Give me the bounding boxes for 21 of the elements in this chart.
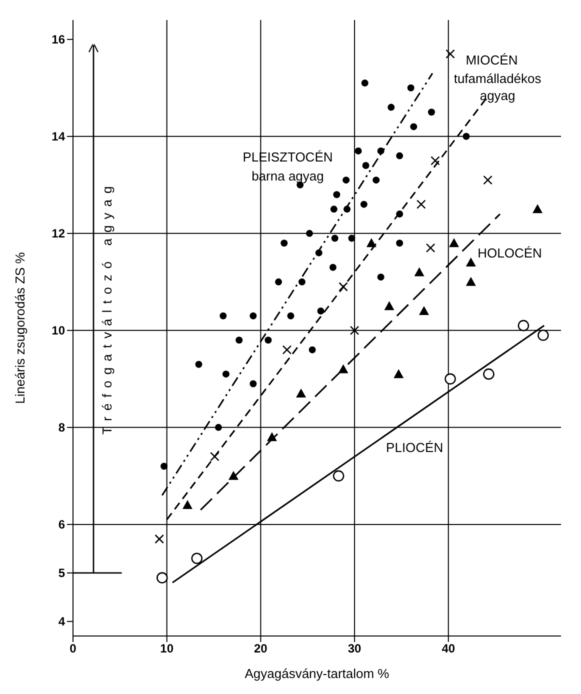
annotation: Tréfogatváltozó agyag [99,180,114,434]
annotation: HOLOCÉN [478,246,542,261]
y-tick-label: 5 [58,566,66,580]
x-tick-label: 0 [70,642,77,656]
x-axis-title: Agyagásvány-tartalom % [244,666,390,681]
y-tick-label: 6 [58,518,66,532]
y-tick-label: 12 [52,226,66,241]
y-tick-label: 10 [52,324,66,338]
y-tick-label: 16 [52,32,66,47]
y-tick-label: 14 [52,130,66,144]
y-axis-title: Lineáris zsugorodás ZS % [12,252,28,404]
y-tick-label: 4 [58,614,66,629]
annotation: tufamálladékos [454,71,542,86]
annotation: MIOCÉN [466,52,518,68]
x-tick-label: 10 [160,642,174,656]
annotation: agyag [480,88,516,103]
x-tick-label: 40 [442,642,456,656]
y-tick-label: 8 [58,420,66,435]
annotation: PLIOCÉN [386,440,444,456]
x-tick-label: 20 [254,642,268,656]
x-tick-label: 30 [348,642,362,656]
